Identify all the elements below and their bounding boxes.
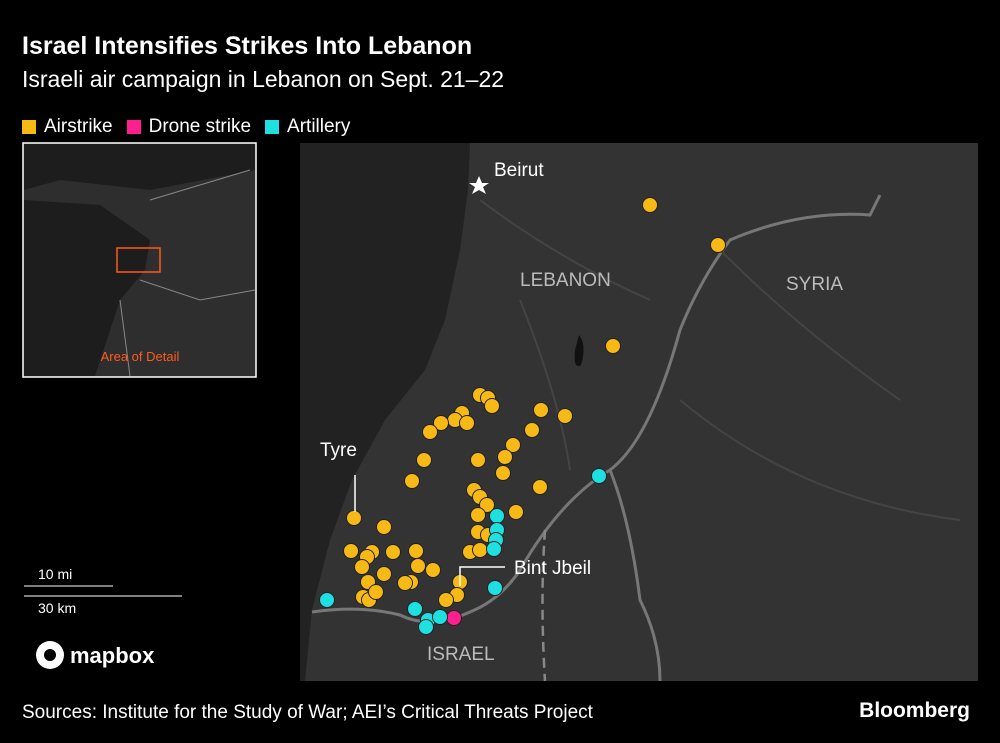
legend-item: Drone strike [126, 116, 252, 138]
strike-marker [432, 609, 448, 625]
strike-marker [533, 402, 549, 418]
legend-swatch [265, 120, 280, 134]
strike-marker [484, 398, 500, 414]
source: Sources: Institute for the Study of War;… [22, 702, 593, 723]
border-disputed [541, 529, 547, 682]
legend: Airstrike Drone strike Artillery [22, 116, 350, 138]
strike-marker [710, 237, 726, 253]
strike-marker [470, 452, 486, 468]
strike-marker [346, 510, 362, 526]
strike-marker [422, 424, 438, 440]
brand: Bloomberg [859, 699, 970, 722]
legend-label: Drone strike [148, 116, 252, 137]
strike-marker [343, 543, 359, 559]
scale-label: 10 mi [38, 566, 72, 582]
strike-marker [438, 592, 454, 608]
inset-border [119, 169, 256, 377]
strike-marker [605, 338, 621, 354]
strike-marker [416, 452, 432, 468]
strike-marker [376, 519, 392, 535]
strike-marker [532, 479, 548, 495]
attribution: mapbox [70, 643, 155, 668]
strike-marker [470, 507, 486, 523]
strike-marker [459, 415, 475, 431]
strike-marker [354, 559, 370, 575]
strike-marker [508, 504, 524, 520]
capital-star [469, 176, 489, 194]
lake [574, 335, 584, 366]
legend-label: Airstrike [44, 116, 113, 137]
strike-marker [495, 465, 511, 481]
border [608, 469, 662, 682]
strike-marker [642, 197, 658, 213]
strike-marker [524, 422, 540, 438]
city-label: Bint Jbeil [514, 558, 591, 579]
strike-marker [407, 601, 423, 617]
strike-marker [397, 575, 413, 591]
strike-marker [404, 473, 420, 489]
strike-marker [479, 497, 495, 513]
country-label: ISRAEL [427, 644, 495, 665]
strike-marker [446, 610, 462, 626]
inset-box [116, 247, 161, 273]
legend-label: Artillery [287, 116, 351, 137]
title: Israel Intensifies Strikes Into Lebanon [22, 32, 473, 60]
strike-marker [385, 544, 401, 560]
strike-marker [433, 415, 449, 431]
strike-marker [487, 580, 503, 596]
strike-marker [557, 408, 573, 424]
leader-line [459, 566, 505, 586]
mapbox-logo [44, 649, 56, 661]
strike-marker [408, 543, 424, 559]
legend-swatch [22, 120, 36, 134]
inset: Area of Detail [22, 142, 257, 378]
country-label: LEBANON [520, 270, 611, 291]
inset-sea [24, 144, 255, 190]
legend-swatch [126, 120, 141, 134]
subtitle: Israeli air campaign in Lebanon on Sept.… [22, 66, 505, 92]
strike-marker [505, 437, 521, 453]
strike-marker [418, 619, 434, 635]
strike-marker [591, 468, 607, 484]
strike-marker [472, 542, 488, 558]
strike-marker [376, 566, 392, 582]
strike-marker [410, 558, 426, 574]
legend-item: Artillery [265, 116, 350, 138]
inset-label: Area of Detail [101, 349, 180, 364]
strike-markers [319, 197, 726, 635]
city-label: Tyre [320, 440, 357, 461]
city-label: Beirut [494, 160, 544, 181]
strike-marker [425, 562, 441, 578]
legend-item: Airstrike [22, 116, 113, 138]
country-label: SYRIA [786, 274, 843, 295]
scale-label: 30 km [38, 600, 76, 616]
road [479, 199, 961, 521]
strike-marker [368, 584, 384, 600]
strike-marker [497, 449, 513, 465]
strike-marker [489, 508, 505, 524]
strike-marker [486, 541, 502, 557]
strike-marker [319, 592, 335, 608]
inset-sea [24, 200, 150, 376]
